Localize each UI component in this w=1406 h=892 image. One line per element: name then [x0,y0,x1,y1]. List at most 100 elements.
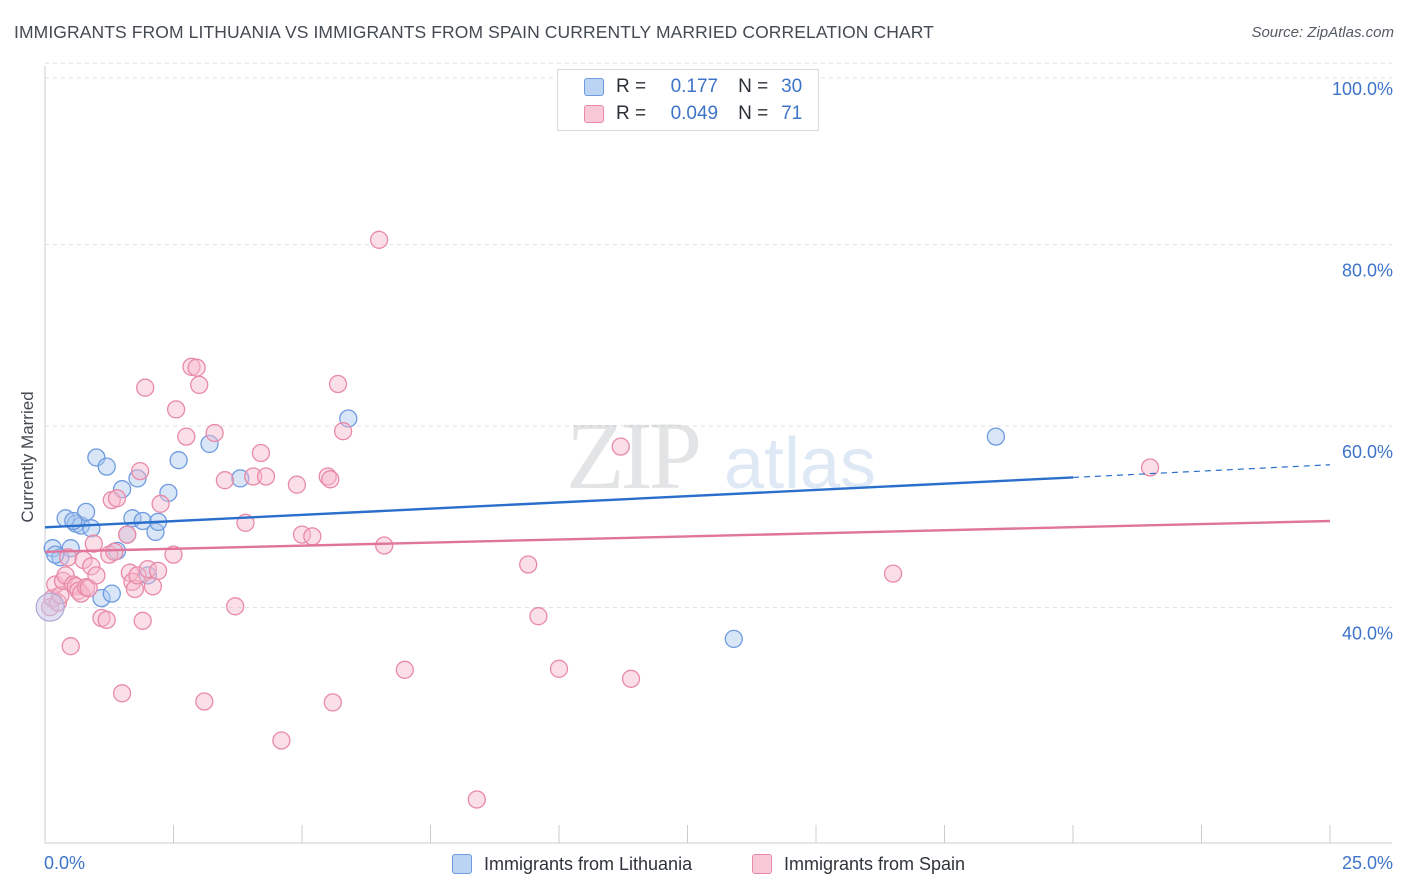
point-spain [251,443,271,463]
trend-line-spain [44,519,1331,554]
y-tick-label: 40.0% [1342,623,1393,643]
point-spain [107,489,127,508]
point-lithuania [51,548,70,567]
point-spain [148,561,168,581]
point-spain [215,471,235,490]
point-lithuania [724,629,743,649]
legend: R = 0.177 N = 30 R = 0.049 N = 71 [557,69,819,131]
point-spain [328,374,348,394]
trend-lines [44,464,1331,554]
point-spain [87,566,106,585]
legend-row-lithuania: R = 0.177 N = 30 [584,75,802,99]
point-lithuania [102,584,121,603]
point-spain [375,536,394,555]
legend-n-label: N = [738,76,769,97]
trend-line-lithuania [44,476,1074,529]
point-lithuania [97,457,116,476]
point-spain [369,230,389,249]
point-spain [136,378,155,397]
y-tick-label: 80.0% [1342,261,1393,281]
y-tick-label: 60.0% [1342,442,1393,462]
point-spain [549,659,569,678]
point-spain [318,467,337,486]
legend-n-value: 71 [781,103,803,124]
x-tick-label-min: 0.0% [44,853,85,873]
point-spain [143,577,163,596]
point-spain [321,470,340,489]
point-spain [133,611,152,630]
bottom-legend-swatch-spain [752,854,772,874]
point-spain [519,555,538,574]
point-spain [164,545,183,564]
point-spain [166,400,186,419]
point-lithuania [82,519,101,538]
source-credit: Source: ZipAtlas.com [1251,24,1394,41]
point-spain [244,467,263,486]
point-spain [61,637,80,656]
point-lithuania [200,434,219,454]
legend-r-value: 0.049 [670,103,719,124]
point-spain [226,597,245,616]
point-spain [125,579,145,599]
chart-title: IMMIGRANTS FROM LITHUANIA VS IMMIGRANTS … [14,22,934,42]
point-spain [323,693,342,712]
point-lithuania [87,448,106,467]
point-spain [303,527,322,546]
point-spain [195,692,214,711]
point-spain [395,660,414,679]
point-spain [190,375,209,395]
point-spain [177,427,196,446]
point-spain [287,475,307,494]
axes [44,66,1392,844]
point-spain [187,358,206,377]
y-tick-label: 100.0% [1332,79,1393,99]
point-spain [105,542,124,561]
point-spain [256,467,276,486]
x-tick-label-max: 25.0% [1342,853,1393,873]
point-spain [467,790,486,809]
legend-row-spain: R = 0.049 N = 71 [584,102,802,126]
point-spain [205,423,224,443]
bottom-legend-swatch-lithuania [452,854,472,874]
bottom-legend-label-spain: Immigrants from Spain [784,853,966,874]
point-lithuania [986,427,1006,446]
point-spain [333,422,353,441]
point-lithuania [92,588,111,608]
legend-n-label: N = [738,103,769,124]
trend-line-lithuania-extrapolated [1072,464,1331,479]
point-spain [1140,458,1160,477]
point-spain [82,557,101,576]
point-spain [58,548,78,567]
point-lithuania [138,566,157,585]
point-spain [84,534,103,553]
watermark-zip: ZIP [566,402,699,509]
legend-swatch-spain [584,105,604,123]
point-spain [883,564,903,583]
watermark-atlas: atlas [724,424,876,504]
legend-n-value: 30 [781,76,803,97]
point-cluster-overlap [35,592,65,622]
legend-r-label: R = [616,76,647,97]
bottom-legend-lithuania: Immigrants from Lithuania [452,852,692,876]
y-axis-label: Currently Married [18,391,37,522]
point-spain [97,610,116,630]
point-spain [611,437,630,456]
legend-swatch-lithuania [584,78,604,96]
legend-r-label: R = [616,103,647,124]
bottom-legend-label-lithuania: Immigrants from Lithuania [484,853,693,874]
point-spain [151,494,170,513]
point-spain [182,357,201,376]
point-spain [621,669,641,688]
point-spain [118,525,137,544]
legend-r-value: 0.177 [670,76,719,97]
point-spain [128,566,147,585]
point-lithuania [76,502,96,522]
point-lithuania [169,451,188,470]
point-lithuania [128,469,147,488]
point-spain [112,684,132,703]
point-spain [529,607,548,626]
point-spain [272,731,291,750]
watermark: ZIP atlas [566,402,876,509]
bottom-legend-spain: Immigrants from Spain [752,852,965,876]
